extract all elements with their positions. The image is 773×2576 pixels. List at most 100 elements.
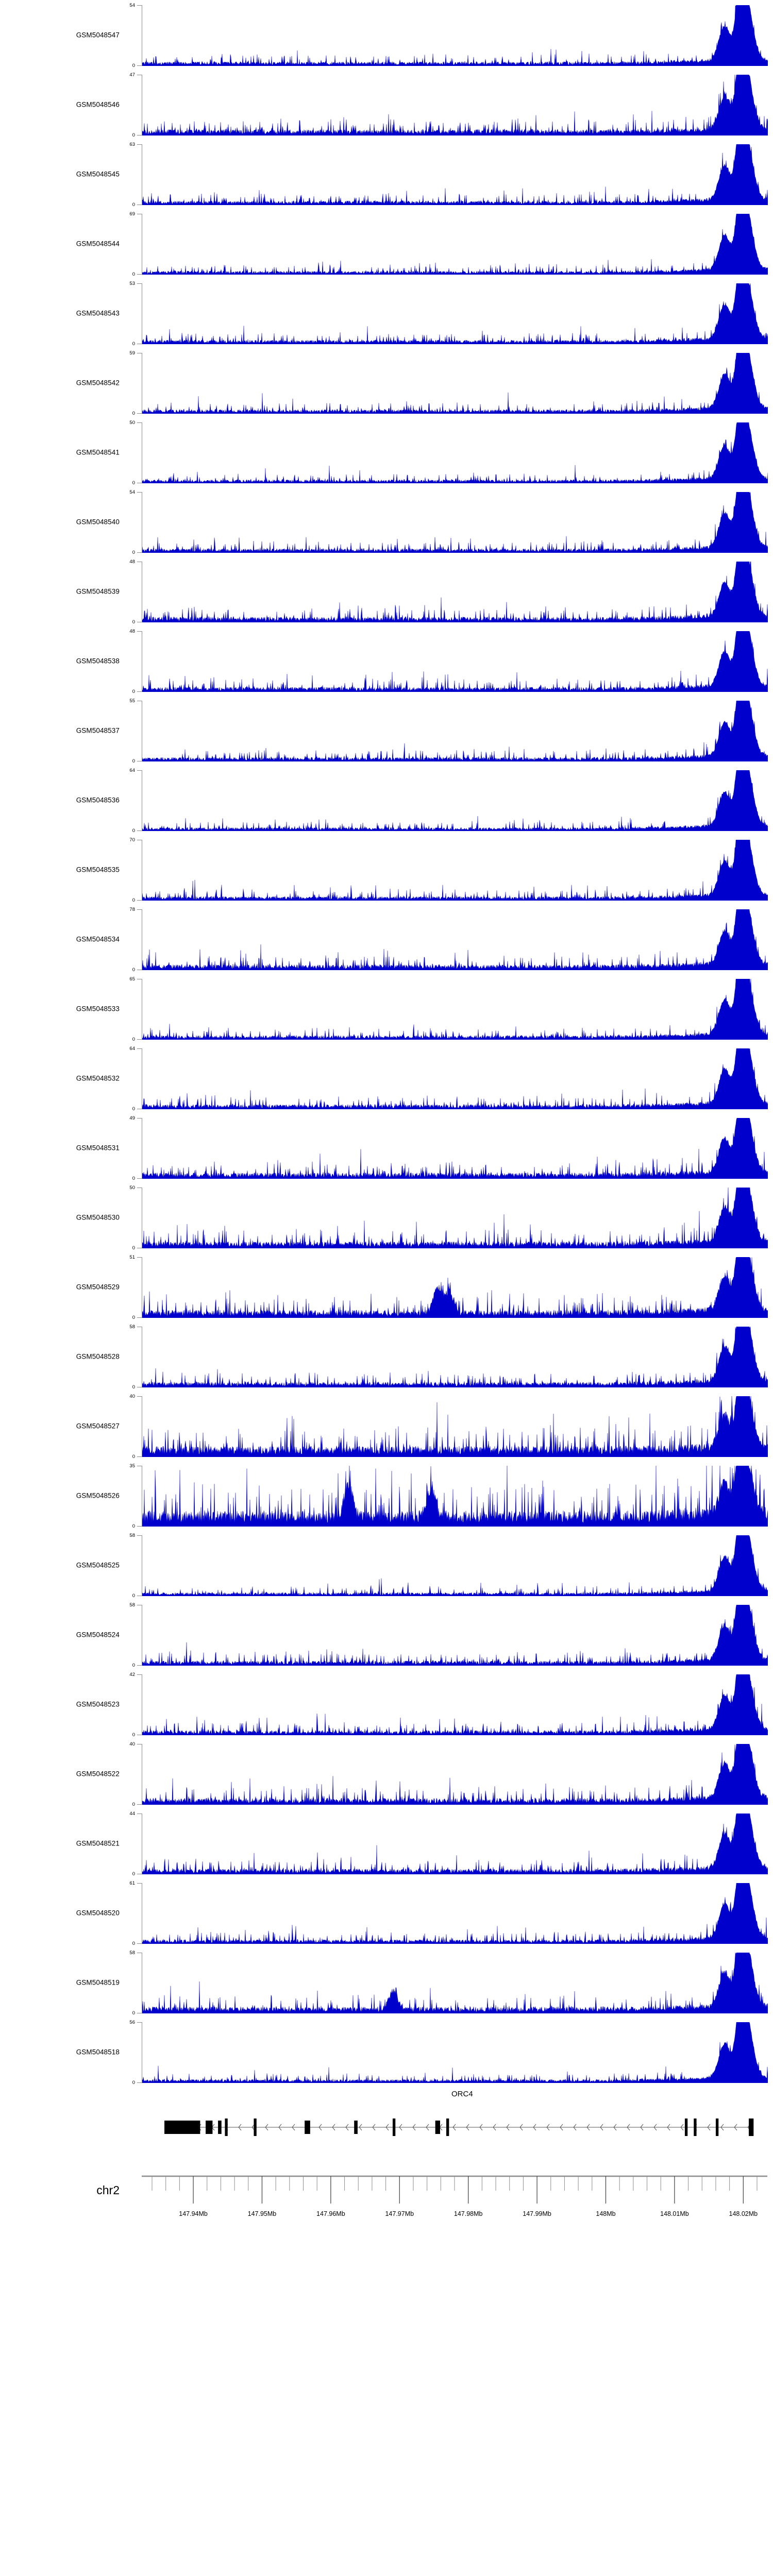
y-axis-min-label: 0	[132, 897, 135, 903]
coverage-signal	[142, 1396, 768, 1457]
y-axis-min-tick	[137, 65, 142, 66]
gene-strand-arrow-icon	[265, 2124, 268, 2131]
coordinate-tick-label: 148.01Mb	[660, 2210, 689, 2217]
gene-strand-arrow-icon	[385, 2124, 389, 2131]
y-axis-max-label: 35	[129, 1463, 135, 1469]
coordinate-tick-label: 147.97Mb	[385, 2210, 414, 2217]
track-plot-area: 63 0	[129, 142, 768, 207]
coverage-signal	[142, 1814, 768, 1874]
gene-exon-box	[748, 2119, 754, 2136]
coverage-track: GSM5048535 70 0	[0, 835, 773, 904]
y-axis-max-tick	[137, 909, 142, 910]
coverage-track: GSM5048521 44 0	[0, 1808, 773, 1878]
gene-exon-box	[684, 2119, 688, 2136]
y-axis-max-label: 58	[129, 1533, 135, 1538]
gene-exon-box	[446, 2119, 449, 2136]
y-axis-min-tick	[137, 1943, 142, 1944]
gene-strand-arrow-icon	[345, 2124, 349, 2131]
gene-exon-box	[392, 2119, 396, 2136]
coverage-track: GSM5048542 59 0	[0, 348, 773, 417]
gene-strand-arrow-icon	[318, 2124, 322, 2131]
coverage-signal	[142, 979, 768, 1040]
track-plot-area: 58 0	[129, 1603, 768, 1668]
y-axis-max-tick	[137, 1396, 142, 1397]
coverage-track: GSM5048541 50 0	[0, 417, 773, 487]
coverage-signal	[142, 701, 768, 761]
coverage-track: GSM5048537 55 0	[0, 696, 773, 765]
y-axis-max-label: 64	[129, 1046, 135, 1052]
coverage-track: GSM5048545 63 0	[0, 139, 773, 209]
coverage-signal	[142, 909, 768, 970]
coverage-track: GSM5048543 53 0	[0, 278, 773, 348]
coverage-signal	[142, 1883, 768, 1944]
track-plot-area: 64 0	[129, 768, 768, 833]
y-axis-min-label: 0	[132, 1176, 135, 1181]
gene-strand-arrow-icon	[613, 2124, 617, 2131]
track-label: GSM5048544	[76, 240, 120, 247]
coverage-signal	[142, 1118, 768, 1179]
coverage-track: GSM5048540 54 0	[0, 487, 773, 556]
coverage-track: GSM5048518 56 0	[0, 2017, 773, 2087]
y-axis-min-label: 0	[132, 1384, 135, 1390]
gene-exon-box	[715, 2119, 719, 2136]
y-axis-min-label: 0	[132, 619, 135, 625]
coordinate-tick-label: 147.99Mb	[523, 2210, 551, 2217]
coverage-track: GSM5048539 48 0	[0, 556, 773, 626]
gene-strand-arrow-icon	[734, 2124, 737, 2131]
coverage-signal	[142, 840, 768, 901]
y-axis-max-tick	[137, 1883, 142, 1884]
y-axis-max-label: 65	[129, 976, 135, 982]
track-plot-area: 58 0	[129, 1951, 768, 2015]
track-label: GSM5048525	[76, 1561, 120, 1569]
gene-strand-arrow-icon	[627, 2124, 630, 2131]
gene-exon-box	[225, 2119, 228, 2136]
gene-strand-arrow-icon	[238, 2124, 242, 2131]
gene-strand-arrow-icon	[278, 2124, 282, 2131]
y-axis-max-label: 78	[129, 907, 135, 912]
gene-strand-arrow-icon	[412, 2124, 416, 2131]
track-label: GSM5048532	[76, 1074, 120, 1082]
y-axis-min-label: 0	[132, 689, 135, 694]
y-axis-min-label: 0	[132, 132, 135, 138]
y-axis-min-label: 0	[132, 1593, 135, 1599]
coverage-signal	[142, 1674, 768, 1735]
gene-strand-arrow-icon	[573, 2124, 577, 2131]
gene-strand-arrow-icon	[479, 2124, 483, 2131]
y-axis-max-label: 49	[129, 1115, 135, 1121]
coverage-signal	[142, 1188, 768, 1248]
coverage-signal	[142, 1535, 768, 1596]
gene-strand-arrow-icon	[653, 2124, 657, 2131]
y-axis-min-tick	[137, 413, 142, 414]
y-axis-min-label: 0	[132, 341, 135, 347]
y-axis-max-label: 53	[129, 281, 135, 286]
coverage-track: GSM5048532 64 0	[0, 1043, 773, 1113]
track-plot-area: 61 0	[129, 1881, 768, 1946]
coordinate-tick-label: 148.02Mb	[729, 2210, 758, 2217]
y-axis-min-label: 0	[132, 1454, 135, 1460]
coverage-signal	[142, 1466, 768, 1527]
gene-exon-box	[694, 2119, 697, 2136]
y-axis-min-label: 0	[132, 1802, 135, 1807]
y-axis-max-tick	[137, 144, 142, 145]
track-label: GSM5048524	[76, 1631, 120, 1638]
y-axis-min-tick	[137, 274, 142, 275]
gene-strand-arrow-icon	[493, 2124, 496, 2131]
coverage-track: GSM5048533 65 0	[0, 974, 773, 1043]
coverage-track: GSM5048524 58 0	[0, 1600, 773, 1669]
y-axis-max-label: 63	[129, 142, 135, 147]
coverage-signal	[142, 1605, 768, 1666]
y-axis-min-label: 0	[132, 202, 135, 208]
track-plot-area: 44 0	[129, 1811, 768, 1876]
coverage-signal	[142, 1327, 768, 1387]
coverage-track: GSM5048523 42 0	[0, 1669, 773, 1739]
y-axis-min-label: 0	[132, 2010, 135, 2016]
y-axis-min-label: 0	[132, 967, 135, 973]
y-axis-min-label: 0	[132, 550, 135, 555]
y-axis-max-tick	[137, 422, 142, 423]
track-plot-area: 35 0	[129, 1464, 768, 1529]
track-plot-area: 54 0	[129, 3, 768, 68]
track-label: GSM5048519	[76, 1978, 120, 1986]
gene-strand-arrow-icon	[546, 2124, 550, 2131]
track-label: GSM5048520	[76, 1909, 120, 1917]
